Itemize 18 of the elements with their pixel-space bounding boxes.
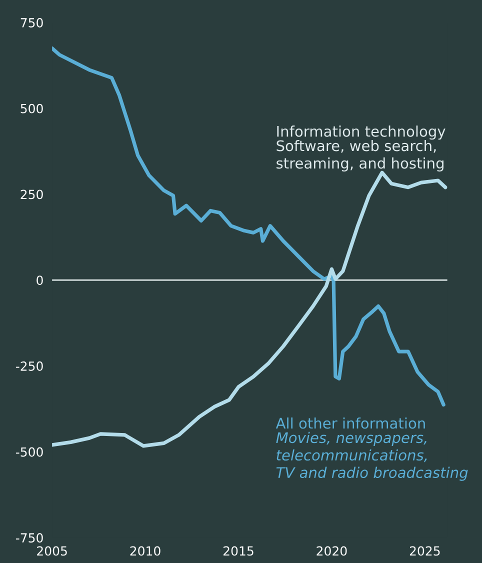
annotation: Movies, newspapers, telecommunications, TV and radio broadcasting [276,432,468,481]
y-tick-label: -750 [16,533,43,543]
y-tick-label: -500 [16,447,43,457]
x-tick-label: 2005 [37,546,67,556]
x-tick-label: 2015 [224,546,254,556]
x-tick-label: 2025 [410,546,440,556]
series-label: All other information [276,417,425,429]
y-tick-label: -250 [16,361,43,371]
y-tick-label: 500 [20,104,43,114]
y-tick-label: 250 [20,190,43,200]
y-tick-label: 750 [20,18,43,28]
x-tick-label: 2010 [130,546,160,556]
text: Information technology [277,126,446,140]
line-series [52,46,446,407]
x-tick-label: 2020 [316,546,347,556]
annotation: Software, web search, streaming, and hosting [276,140,444,172]
line-series [52,170,448,448]
y-tick-label: 0 [36,276,43,286]
